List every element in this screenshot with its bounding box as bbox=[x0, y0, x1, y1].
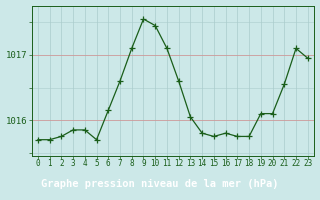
Text: Graphe pression niveau de la mer (hPa): Graphe pression niveau de la mer (hPa) bbox=[41, 179, 279, 189]
